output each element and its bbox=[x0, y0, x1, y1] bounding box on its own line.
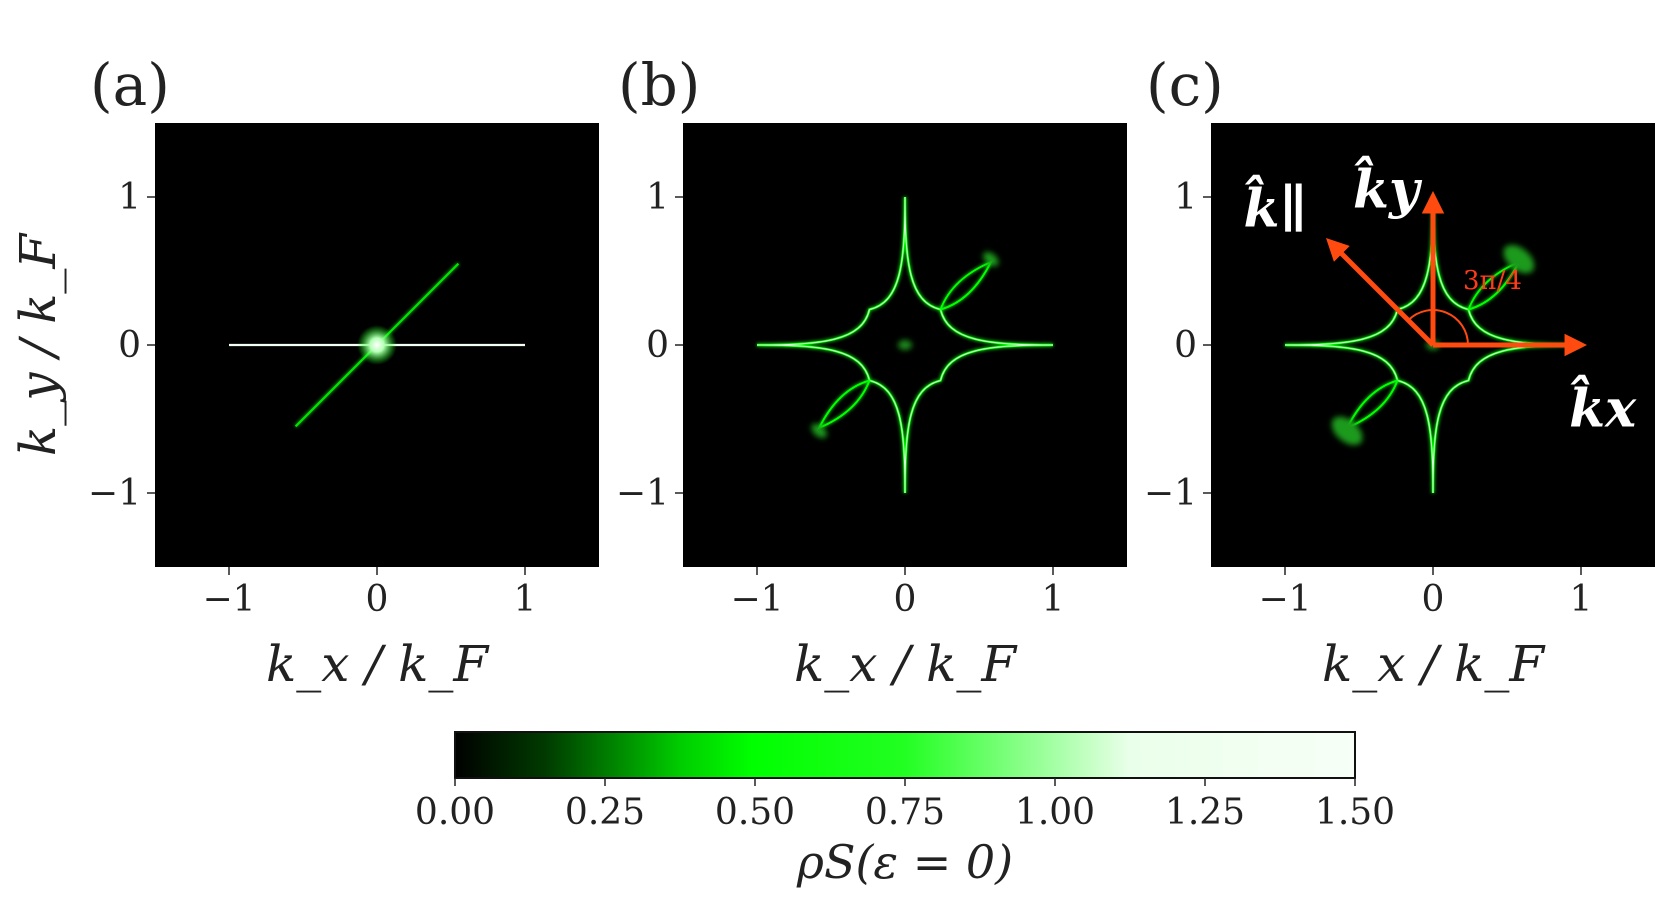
x-tick-label: 0 bbox=[1422, 579, 1445, 620]
center-blob bbox=[898, 340, 912, 350]
colorbar-gradient bbox=[454, 731, 1356, 779]
blob-upper-right bbox=[983, 252, 999, 267]
heatmap-content bbox=[756, 196, 1054, 494]
y-tick-label: −1 bbox=[616, 473, 669, 514]
heatmap-content bbox=[229, 197, 525, 493]
y-ticks: −1 0 1 bbox=[88, 177, 155, 514]
direction-arrows: 3π/4 k̂y k̂∥ k̂x bbox=[1244, 156, 1638, 440]
y-tick-label: 1 bbox=[646, 177, 669, 218]
ky-label: k̂y bbox=[1353, 156, 1423, 220]
x-tick-label: −1 bbox=[1258, 579, 1311, 620]
x-axis-label: k_x / k_F bbox=[266, 635, 490, 693]
colorbar-tick-label: 0.25 bbox=[565, 792, 645, 833]
colorbar-label: ρS(ε = 0) bbox=[796, 835, 1013, 889]
x-ticks: −1 0 1 bbox=[202, 567, 536, 620]
colorbar: 0.00 0.25 0.50 0.75 1.00 1.25 1.50 ρS(ε = 0) bbox=[415, 731, 1395, 889]
y-axis-label: k_y / k_F bbox=[9, 232, 67, 456]
colorbar-tick-label: 0.00 bbox=[415, 792, 495, 833]
y-tick-label: −1 bbox=[88, 473, 141, 514]
x-tick-label: 0 bbox=[894, 579, 917, 620]
panel-b: −1 0 1 −1 0 1 (b) k_x / k_F bbox=[616, 51, 1127, 693]
panel-a: −1 0 1 −1 0 1 (a) k_x / k_F k_y / k_F bbox=[9, 51, 599, 693]
x-ticks: −1 0 1 bbox=[1258, 567, 1592, 620]
y-ticks: −1 0 1 bbox=[616, 177, 683, 514]
colorbar-ticks: 0.00 0.25 0.50 0.75 1.00 1.25 1.50 bbox=[415, 778, 1395, 833]
panel-label: (b) bbox=[618, 51, 700, 119]
angle-label: 3π/4 bbox=[1463, 266, 1522, 296]
x-tick-label: 1 bbox=[1042, 579, 1065, 620]
y-tick-label: 1 bbox=[1174, 177, 1197, 218]
x-tick-label: 1 bbox=[514, 579, 537, 620]
x-tick-label: 1 bbox=[1570, 579, 1593, 620]
kpar-arrow bbox=[1325, 237, 1435, 347]
panels: −1 0 1 −1 0 1 (a) k_x / k_F k_y / k_F −1 0 1 −1 0 1 (b)… bbox=[9, 51, 1655, 693]
blob-upper-right bbox=[1503, 244, 1535, 274]
x-axis-label: k_x / k_F bbox=[1322, 635, 1546, 693]
y-ticks: −1 0 1 bbox=[1144, 177, 1211, 514]
colorbar-tick-label: 1.00 bbox=[1015, 792, 1095, 833]
angle-arc bbox=[1407, 309, 1469, 346]
colorbar-tick-label: 1.50 bbox=[1315, 792, 1395, 833]
x-tick-label: 0 bbox=[366, 579, 389, 620]
colorbar-tick-label: 0.75 bbox=[865, 792, 945, 833]
y-tick-label: 0 bbox=[646, 325, 669, 366]
blob-lower-left bbox=[811, 423, 827, 438]
kpar-label: k̂∥ bbox=[1244, 175, 1308, 239]
blob-lower-left bbox=[1331, 416, 1363, 446]
y-tick-label: 0 bbox=[118, 325, 141, 366]
y-tick-label: 0 bbox=[1174, 325, 1197, 366]
panel-label: (c) bbox=[1146, 51, 1224, 119]
x-axis-label: k_x / k_F bbox=[794, 635, 1018, 693]
heatmap-content: 3π/4 k̂y k̂∥ k̂x bbox=[1244, 156, 1638, 494]
colorbar-tick-label: 1.25 bbox=[1165, 792, 1245, 833]
y-tick-label: 1 bbox=[118, 177, 141, 218]
panel-label: (a) bbox=[90, 51, 170, 119]
x-tick-label: −1 bbox=[202, 579, 255, 620]
y-tick-label: −1 bbox=[1144, 473, 1197, 514]
panel-c: 3π/4 k̂y k̂∥ k̂x −1 0 1 −1 0 1 (c) k_x / k_F bbox=[1144, 51, 1655, 693]
center-spot bbox=[357, 325, 397, 365]
colorbar-tick-label: 0.50 bbox=[715, 792, 795, 833]
x-ticks: −1 0 1 bbox=[730, 567, 1064, 620]
x-tick-label: −1 bbox=[730, 579, 783, 620]
kx-label: k̂x bbox=[1569, 375, 1637, 439]
